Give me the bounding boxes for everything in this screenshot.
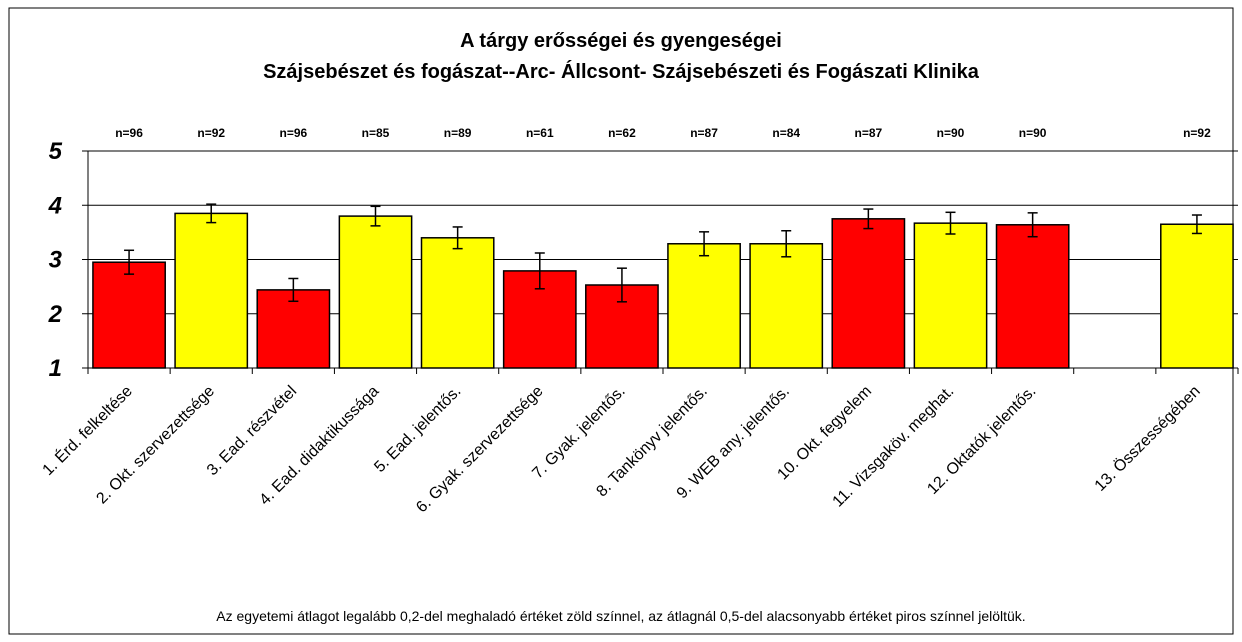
n-label: n=87 (855, 126, 883, 140)
bar (420, 237, 495, 369)
n-label: n=62 (608, 126, 636, 140)
annotation: Az egyetemi átlagot legalább 0,2-del meg… (216, 608, 1025, 624)
y-tick-label: 2 (48, 301, 63, 328)
n-label: n=87 (690, 126, 718, 140)
n-label: n=92 (197, 126, 225, 140)
bar (92, 261, 166, 369)
error-bar (1027, 212, 1038, 238)
error-bar (616, 267, 627, 303)
bar (995, 224, 1070, 369)
error-bar (206, 203, 217, 224)
y-tick-label: 1 (49, 355, 62, 382)
n-label: n=85 (362, 126, 390, 140)
y-tick-label: 4 (48, 192, 62, 219)
error-bar (699, 231, 710, 257)
error-bar (863, 208, 874, 230)
bar (831, 218, 906, 369)
error-bar (370, 205, 381, 227)
bar (667, 243, 741, 369)
chart-title: A tárgy erősségei és gyengeségei (460, 30, 782, 52)
n-label: n=96 (280, 126, 308, 140)
bar (174, 212, 249, 369)
n-label: n=92 (1183, 126, 1211, 140)
n-label: n=89 (444, 126, 472, 140)
error-bar (534, 252, 545, 290)
bar (256, 289, 331, 369)
n-label: n=90 (1019, 126, 1047, 140)
chart-subtitle: Szájsebészet és fogászat--Arc- Állcsont-… (263, 60, 980, 83)
error-bar (781, 229, 792, 258)
bar (913, 222, 988, 369)
error-bar (452, 226, 463, 250)
n-label: n=96 (115, 126, 143, 140)
error-bar (288, 277, 299, 303)
error-bar (1191, 214, 1202, 235)
error-bar (945, 211, 956, 235)
n-label: n=84 (772, 126, 800, 140)
n-label: n=61 (526, 126, 554, 140)
n-label: n=90 (937, 126, 965, 140)
error-bar (124, 249, 135, 275)
y-tick-label: 3 (49, 247, 63, 274)
bar (749, 243, 824, 369)
y-tick-label: 5 (49, 138, 63, 165)
bar (338, 215, 413, 369)
bar (1160, 223, 1234, 369)
